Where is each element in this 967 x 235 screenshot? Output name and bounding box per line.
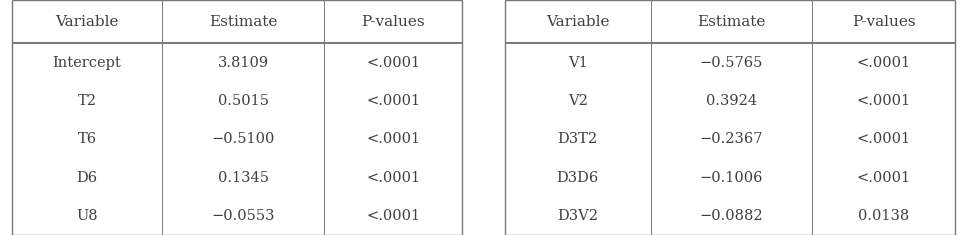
Text: <.0001: <.0001 <box>366 132 420 146</box>
Text: 0.1345: 0.1345 <box>218 171 269 184</box>
Text: Variable: Variable <box>55 15 119 29</box>
Text: D3D6: D3D6 <box>557 171 599 184</box>
Text: <.0001: <.0001 <box>366 94 420 108</box>
Text: <.0001: <.0001 <box>857 132 911 146</box>
Text: −0.5100: −0.5100 <box>212 132 275 146</box>
Text: −0.0882: −0.0882 <box>700 209 763 223</box>
Text: <.0001: <.0001 <box>857 171 911 184</box>
Text: T2: T2 <box>77 94 97 108</box>
Text: Intercept: Intercept <box>52 56 122 70</box>
Text: D3T2: D3T2 <box>558 132 598 146</box>
Text: <.0001: <.0001 <box>366 209 420 223</box>
Text: 0.0138: 0.0138 <box>859 209 909 223</box>
Text: 3.8109: 3.8109 <box>218 56 269 70</box>
Text: −0.5765: −0.5765 <box>700 56 763 70</box>
Text: <.0001: <.0001 <box>366 171 420 184</box>
Text: <.0001: <.0001 <box>366 56 420 70</box>
Text: −0.2367: −0.2367 <box>700 132 763 146</box>
Text: U8: U8 <box>76 209 98 223</box>
Text: Variable: Variable <box>546 15 609 29</box>
Text: <.0001: <.0001 <box>857 94 911 108</box>
Text: D3V2: D3V2 <box>557 209 599 223</box>
Text: T6: T6 <box>77 132 97 146</box>
Text: −0.0553: −0.0553 <box>212 209 275 223</box>
Text: 0.3924: 0.3924 <box>706 94 757 108</box>
Text: Estimate: Estimate <box>209 15 278 29</box>
Text: V1: V1 <box>568 56 588 70</box>
Text: −0.1006: −0.1006 <box>700 171 763 184</box>
Text: D6: D6 <box>76 171 98 184</box>
Text: V2: V2 <box>568 94 588 108</box>
Text: Estimate: Estimate <box>697 15 766 29</box>
Text: P-values: P-values <box>852 15 916 29</box>
Text: 0.5015: 0.5015 <box>218 94 269 108</box>
Text: P-values: P-values <box>362 15 425 29</box>
Text: <.0001: <.0001 <box>857 56 911 70</box>
